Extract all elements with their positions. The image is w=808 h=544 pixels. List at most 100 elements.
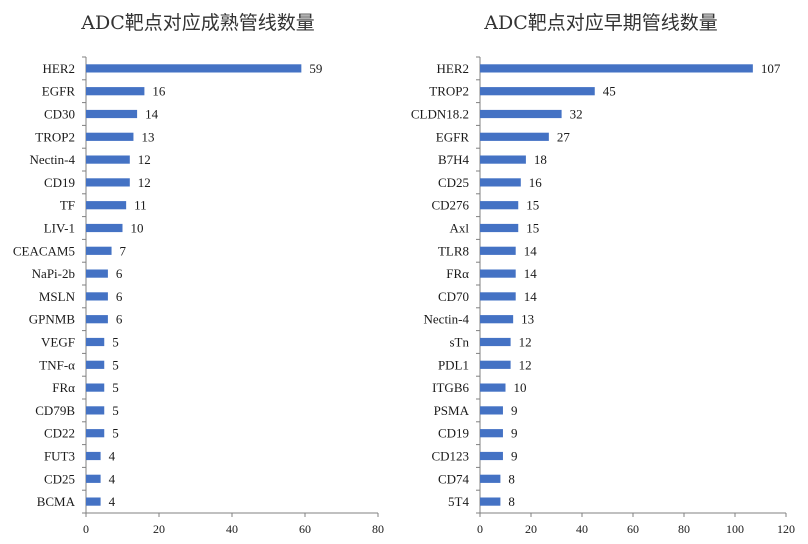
category-label: FRα <box>52 380 75 395</box>
data-label: 6 <box>116 266 123 281</box>
category-label: CD123 <box>431 449 469 464</box>
category-label: CD74 <box>438 471 470 486</box>
data-label: 10 <box>131 221 144 236</box>
x-tick-label: 20 <box>153 522 165 536</box>
bar <box>86 406 105 415</box>
category-label: Nectin-4 <box>30 152 76 167</box>
bar <box>480 201 519 210</box>
category-label: CD276 <box>431 198 469 213</box>
x-tick-label: 40 <box>226 522 238 536</box>
category-label: PDL1 <box>438 357 469 372</box>
data-label: 12 <box>138 175 151 190</box>
bar <box>480 292 516 301</box>
category-label: FUT3 <box>44 449 75 464</box>
bar <box>480 474 501 483</box>
category-label: TROP2 <box>35 129 75 144</box>
category-label: sTn <box>450 335 470 350</box>
data-label: 10 <box>514 380 527 395</box>
category-label: HER2 <box>437 61 470 76</box>
bar <box>86 87 145 96</box>
data-label: 4 <box>109 471 116 486</box>
data-label: 5 <box>112 426 119 441</box>
bar <box>480 87 595 96</box>
chart-title: ADC靶点对应早期管线数量 <box>483 12 718 34</box>
data-label: 8 <box>508 471 515 486</box>
data-label: 5 <box>112 403 119 418</box>
bar <box>480 383 506 392</box>
x-tick-label: 120 <box>777 522 795 536</box>
data-label: 4 <box>109 494 116 509</box>
bar <box>480 109 562 119</box>
category-label: CLDN18.2 <box>411 107 469 122</box>
bar <box>480 406 503 415</box>
bar <box>86 429 105 438</box>
data-label: 15 <box>526 198 539 213</box>
category-label: CD25 <box>438 175 469 190</box>
data-label: 18 <box>534 152 547 167</box>
x-tick-label: 0 <box>83 522 89 536</box>
bar <box>480 497 501 506</box>
category-label: Axl <box>450 221 470 236</box>
data-label: 9 <box>511 426 518 441</box>
bar <box>86 269 108 278</box>
category-label: ITGB6 <box>432 380 469 395</box>
data-label: 5 <box>112 357 119 372</box>
category-label: Nectin-4 <box>424 312 470 327</box>
category-label: CD30 <box>44 107 75 122</box>
data-label: 8 <box>508 494 515 509</box>
bar <box>480 223 519 233</box>
bar <box>480 315 514 324</box>
category-label: EGFR <box>42 84 76 99</box>
category-label: CD70 <box>438 289 469 304</box>
category-label: CD22 <box>44 426 75 441</box>
category-label: FRα <box>446 266 469 281</box>
category-label: HER2 <box>43 61 76 76</box>
category-label: TF <box>60 198 75 213</box>
bar <box>86 383 105 392</box>
category-label: NaPi-2b <box>32 266 75 281</box>
data-label: 4 <box>109 449 116 464</box>
data-label: 27 <box>557 129 571 144</box>
bar <box>480 178 521 187</box>
category-label: CD19 <box>44 175 75 190</box>
data-label: 5 <box>112 380 119 395</box>
data-label: 13 <box>141 129 154 144</box>
bar <box>480 132 549 141</box>
category-label: TROP2 <box>429 84 469 99</box>
data-label: 12 <box>519 335 532 350</box>
category-label: MSLN <box>39 289 76 304</box>
bar <box>480 337 511 347</box>
data-label: 6 <box>116 289 123 304</box>
bar <box>86 451 101 461</box>
bar <box>86 155 130 164</box>
data-label: 45 <box>603 84 616 99</box>
data-label: 5 <box>112 335 119 350</box>
bar <box>86 315 108 324</box>
data-label: 14 <box>145 107 159 122</box>
x-tick-label: 100 <box>726 522 744 536</box>
category-label: BCMA <box>37 494 76 509</box>
bar <box>86 292 108 301</box>
category-label: GPNMB <box>29 312 76 327</box>
bar <box>86 337 105 347</box>
category-label: 5T4 <box>448 494 469 509</box>
bar <box>480 155 526 164</box>
category-label: CD19 <box>438 426 469 441</box>
x-tick-label: 20 <box>525 522 537 536</box>
data-label: 12 <box>519 357 532 372</box>
data-label: 14 <box>524 289 538 304</box>
x-tick-label: 80 <box>372 522 384 536</box>
data-label: 14 <box>524 243 538 258</box>
bar <box>480 360 511 369</box>
category-label: LIV-1 <box>44 221 75 236</box>
bar <box>480 429 503 438</box>
bar <box>86 109 138 119</box>
data-label: 9 <box>511 449 518 464</box>
category-label: CEACAM5 <box>13 243 75 258</box>
category-label: TLR8 <box>438 243 469 258</box>
bar <box>480 64 753 73</box>
data-label: 107 <box>761 61 781 76</box>
data-label: 59 <box>309 61 322 76</box>
bar <box>86 223 123 233</box>
